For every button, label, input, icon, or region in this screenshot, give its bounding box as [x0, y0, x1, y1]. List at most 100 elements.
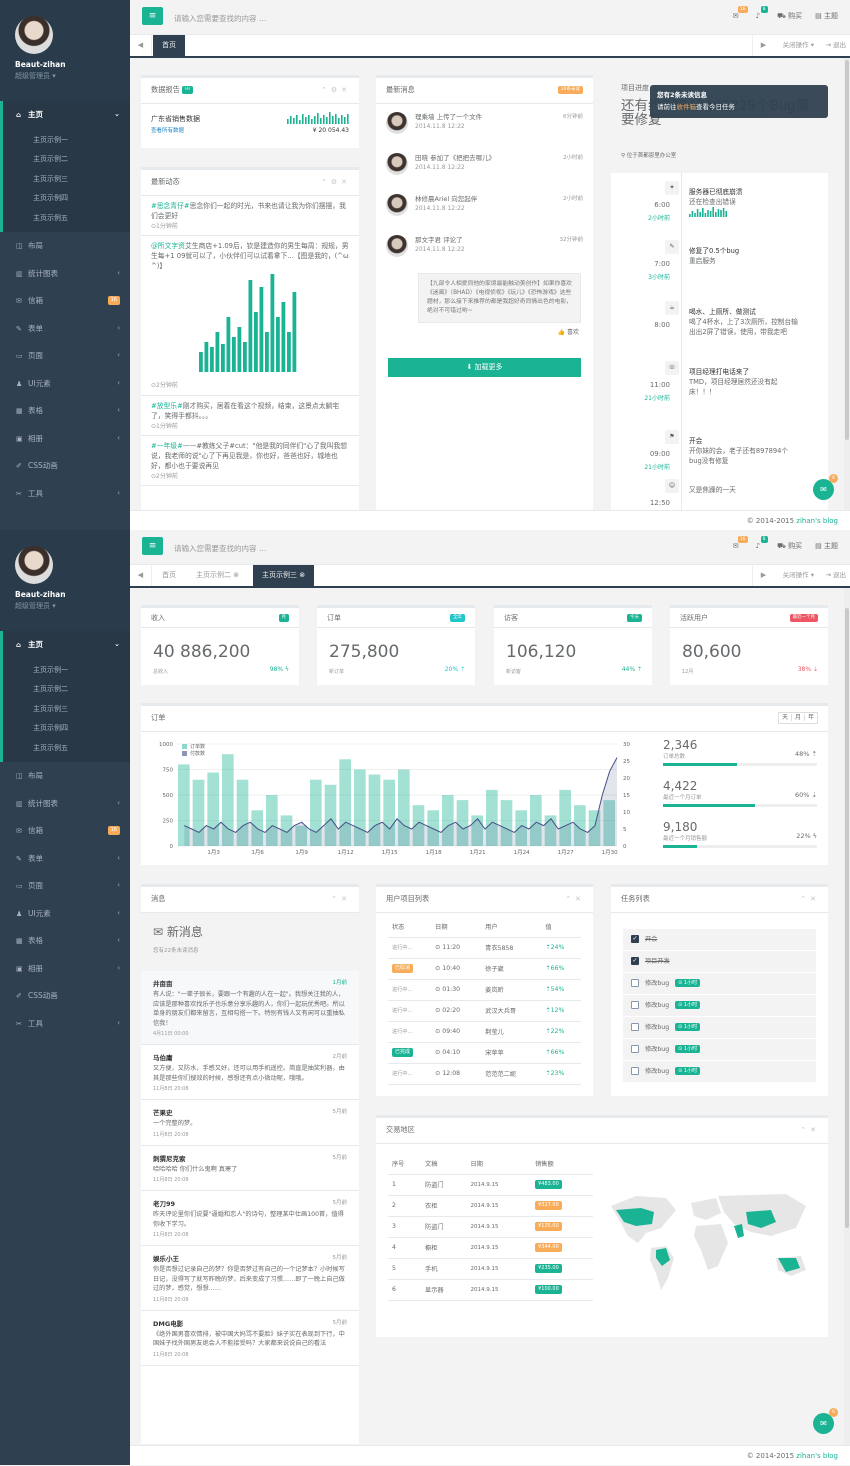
nav-item[interactable]: ◫ 布局: [0, 762, 130, 790]
table-row[interactable]: 4 橱柜 2014.9.15 ¥344.00: [388, 1237, 593, 1259]
nav-item[interactable]: ▦ 表格 ‹: [0, 927, 130, 955]
nav-item[interactable]: ▭ 页面 ‹: [0, 342, 130, 370]
news-item[interactable]: 林修晨Ariel 向您起伴 2014.11.8 12:22 2小时前: [376, 186, 593, 227]
nav-item[interactable]: ♟ UI元素 ‹: [0, 370, 130, 398]
nav-item[interactable]: ✂ 工具 ‹: [0, 480, 130, 508]
nav-sub-1[interactable]: 主页示例一: [33, 135, 68, 144]
panel-tools[interactable]: ⌃✕: [800, 895, 820, 903]
mail-icon[interactable]: ✉ 16: [732, 536, 748, 550]
menu-toggle-button[interactable]: ≡: [142, 7, 163, 25]
table-row[interactable]: 进行中... ⊙ 02:20 武汉大兵哥 ⇡12%: [388, 1000, 581, 1022]
avatar[interactable]: [15, 546, 53, 584]
buy-link[interactable]: ⛟ 购买: [777, 11, 802, 21]
nav-sub-2[interactable]: 主页示例二: [33, 685, 68, 693]
task-item[interactable]: 修改bug ⊙ 1小时: [623, 1061, 816, 1082]
mail-icon[interactable]: ✉ 16: [732, 6, 748, 20]
task-item[interactable]: ✓ 项目开发: [623, 951, 816, 972]
tab-home-3[interactable]: 主页示例三 ⊗: [253, 565, 315, 586]
bell-icon[interactable]: ♪ 8: [755, 536, 768, 550]
inbox-link[interactable]: 收件箱: [676, 103, 697, 111]
message-item[interactable]: 井亩亩 1月前 有人说："一辈子很长，要跟一个有趣的人在一起"。我想关注我的人，应该…: [141, 971, 359, 1045]
close-ops-dropdown[interactable]: 关闭操作 ▾: [782, 41, 814, 49]
checkbox-icon[interactable]: [631, 1023, 639, 1031]
chat-icon[interactable]: ✉ 6: [813, 474, 838, 500]
footer-brand[interactable]: zihan's blog: [796, 1452, 838, 1460]
like-button[interactable]: 👍 喜欢: [557, 329, 579, 336]
panel-tools[interactable]: ⌃✕: [331, 895, 351, 903]
nav-item[interactable]: ▦ 表格 ‹: [0, 397, 130, 425]
tab-prev-button[interactable]: ◀: [130, 565, 152, 586]
logout-button[interactable]: ⇥ 退出: [825, 571, 846, 579]
panel-tools[interactable]: ⌃✕: [800, 1126, 820, 1134]
search-input[interactable]: 请输入您需要查找的内容 …: [174, 544, 267, 553]
feed-tag[interactable]: @所文字资: [151, 242, 185, 250]
feed-tag[interactable]: #一年级#: [151, 442, 183, 450]
nav-item[interactable]: ✉ 信箱 16: [0, 817, 130, 845]
message-item[interactable]: 老刀99 5月前 昨天评论里你们说要"逼婚和恋人"的诗句，整理某中仕画100首，值得…: [141, 1191, 359, 1246]
profile-name[interactable]: Beaut-zihan: [15, 60, 66, 69]
period-year-button[interactable]: 年: [807, 714, 814, 721]
bell-icon[interactable]: ♪ 8: [755, 6, 768, 20]
nav-sub-2[interactable]: 主页示例二: [33, 155, 68, 163]
theme-link[interactable]: ▤ 主题: [815, 541, 838, 551]
nav-home[interactable]: ⌂ 主页 ⌄: [0, 631, 130, 659]
nav-item[interactable]: ✂ 工具 ‹: [0, 1010, 130, 1038]
table-row[interactable]: 进行中... ⊙ 11:20 青衣5858 ⇡24%: [388, 937, 581, 959]
news-item[interactable]: 田晓 参加了《把把去哪儿》 2014.11.8 12:22 2小时前: [376, 145, 593, 186]
nav-home[interactable]: ⌂ 主页 ⌄: [0, 101, 130, 129]
nav-sub-1[interactable]: 主页示例一: [33, 665, 68, 674]
table-row[interactable]: 已完成 ⊙ 04:10 宋苹苹 ⇡66%: [388, 1042, 581, 1064]
table-row[interactable]: 进行中... ⊙ 12:08 范范范二妮 ⇡23%: [388, 1063, 581, 1085]
feed-tag[interactable]: #思念青仔#: [151, 202, 190, 210]
footer-brand[interactable]: zihan's blog: [796, 517, 838, 525]
nav-sub-3[interactable]: 主页示例三: [33, 704, 68, 713]
panel-tools[interactable]: ⌃⚙✕: [320, 178, 351, 186]
nav-item[interactable]: ✐ CSS动画: [0, 982, 130, 1010]
message-item[interactable]: 芒果史 5月前 一个完整的梦。 11月8日 20:08: [141, 1100, 359, 1146]
table-row[interactable]: 进行中... ⊙ 09:40 荆莹儿 ⇡22%: [388, 1021, 581, 1043]
checkbox-checked-icon[interactable]: ✓: [631, 935, 639, 943]
nav-item[interactable]: ✐ CSS动画: [0, 452, 130, 480]
nav-item[interactable]: ▥ 统计图表 ‹: [0, 260, 130, 288]
news-item[interactable]: 理乘墙 上传了一个文件 2014.11.8 12:22 6分钟前: [376, 104, 593, 145]
tab-home-2[interactable]: 主页示例二 ⊗: [196, 571, 240, 579]
tab-home[interactable]: 首页: [162, 571, 176, 579]
table-row[interactable]: 3 防盗门 2014.9.15 ¥125.00: [388, 1216, 593, 1238]
nav-item[interactable]: ✎ 表单 ‹: [0, 315, 130, 343]
nav-item[interactable]: ▣ 相册 ‹: [0, 955, 130, 983]
nav-sub-4[interactable]: 主页示例四: [33, 194, 68, 202]
buy-link[interactable]: ⛟ 购买: [777, 541, 802, 551]
table-row[interactable]: 6 显示器 2014.9.15 ¥100.00: [388, 1279, 593, 1301]
task-item[interactable]: 修改bug ⊙ 1小时: [623, 1039, 816, 1060]
checkbox-icon[interactable]: [631, 1045, 639, 1053]
tab-prev-button[interactable]: ◀: [130, 35, 152, 56]
nav-item[interactable]: ▥ 统计图表 ‹: [0, 790, 130, 818]
logout-button[interactable]: ⇥ 退出: [825, 41, 846, 49]
checkbox-icon[interactable]: [631, 1067, 639, 1075]
nav-item[interactable]: ▣ 相册 ‹: [0, 425, 130, 453]
tab-next-button[interactable]: ▶: [752, 565, 774, 586]
chat-icon[interactable]: ✉ 6: [813, 1408, 838, 1434]
message-item[interactable]: 刺猬尼克索 5月前 哈哈哈哈 你们什么鬼啊 真寒了 11月8日 20:08: [141, 1146, 359, 1191]
load-more-button[interactable]: ⬇ 加载更多: [388, 358, 581, 377]
message-item[interactable]: DMG电影 5月前 《绝外国男喜欢情排，被中国大妈骂不要脸》妹子实在表现到下行，中国…: [141, 1311, 359, 1366]
theme-link[interactable]: ▤ 主题: [815, 11, 838, 21]
tab-next-button[interactable]: ▶: [752, 35, 774, 56]
scrollbar[interactable]: [844, 588, 850, 1465]
nav-sub-5[interactable]: 主页示例五: [33, 213, 68, 222]
scrollbar[interactable]: [844, 58, 850, 510]
message-item[interactable]: 娱乐小王 5月前 你是否想过记录自己的梦？你是否梦过有自己的一个记梦本？小时候写日记…: [141, 1246, 359, 1311]
checkbox-icon[interactable]: [631, 1001, 639, 1009]
nav-item[interactable]: ▭ 页面 ‹: [0, 872, 130, 900]
message-item[interactable]: 马伯庸 2月前 又方便，又防水，手感又好，还可以用手机遥控。简直是抽奖利器，由其是那…: [141, 1045, 359, 1100]
table-row[interactable]: 已取消 ⊙ 10:40 徐子崴 ⇡66%: [388, 958, 581, 980]
table-row[interactable]: 进行中... ⊙ 01:30 姜岚昕 ⇡54%: [388, 979, 581, 1001]
news-item[interactable]: 那文字君 评论了 2014.11.8 12:22 32分钟前: [376, 227, 593, 268]
notification-tooltip[interactable]: 您有2条未读信息 请前往收件箱查看今日任务: [650, 85, 828, 118]
task-item[interactable]: 修改bug ⊙ 1小时: [623, 973, 816, 994]
profile-role[interactable]: 超级管理员 ▾: [15, 72, 56, 80]
nav-sub-3[interactable]: 主页示例三: [33, 174, 68, 183]
panel-tools[interactable]: ⌃✕: [565, 895, 585, 903]
nav-item[interactable]: ◫ 布局: [0, 232, 130, 260]
period-month-button[interactable]: 月: [791, 714, 805, 721]
